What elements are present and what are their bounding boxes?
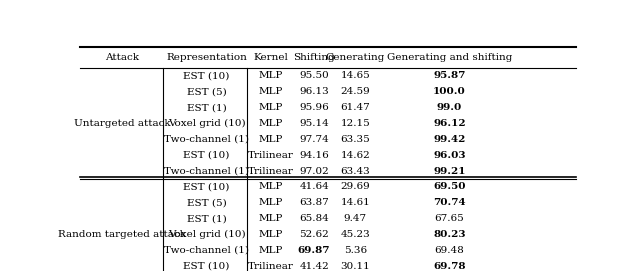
Text: EST (10): EST (10) <box>183 182 230 191</box>
Text: Trilinear: Trilinear <box>248 151 294 160</box>
Text: 99.0: 99.0 <box>437 103 462 112</box>
Text: MLP: MLP <box>259 182 283 191</box>
Text: Untargeted attack: Untargeted attack <box>74 119 170 128</box>
Text: 95.96: 95.96 <box>300 103 329 112</box>
Text: MLP: MLP <box>259 198 283 207</box>
Text: 97.74: 97.74 <box>300 135 329 144</box>
Text: EST (10): EST (10) <box>183 151 230 160</box>
Text: Generating: Generating <box>326 53 385 62</box>
Text: 69.48: 69.48 <box>435 246 465 255</box>
Text: Random targeted attack: Random targeted attack <box>58 230 186 239</box>
Text: Two-channel (1): Two-channel (1) <box>164 246 249 255</box>
Text: 95.87: 95.87 <box>433 72 466 80</box>
Text: Kernel: Kernel <box>253 53 289 62</box>
Text: EST (1): EST (1) <box>187 103 227 112</box>
Text: MLP: MLP <box>259 87 283 96</box>
Text: 14.65: 14.65 <box>340 72 370 80</box>
Text: 96.12: 96.12 <box>433 119 466 128</box>
Text: 69.87: 69.87 <box>298 246 330 255</box>
Text: Shifting: Shifting <box>293 53 335 62</box>
Text: Trilinear: Trilinear <box>248 262 294 271</box>
Text: 99.42: 99.42 <box>433 135 466 144</box>
Text: 52.62: 52.62 <box>300 230 329 239</box>
Text: Two-channel (1): Two-channel (1) <box>164 167 249 176</box>
Text: 30.11: 30.11 <box>340 262 370 271</box>
Text: 61.47: 61.47 <box>340 103 370 112</box>
Text: 95.50: 95.50 <box>300 72 329 80</box>
Text: MLP: MLP <box>259 103 283 112</box>
Text: Voxel grid (10): Voxel grid (10) <box>168 119 245 128</box>
Text: 14.62: 14.62 <box>340 151 370 160</box>
Text: MLP: MLP <box>259 246 283 255</box>
Text: Generating and shifting: Generating and shifting <box>387 53 512 62</box>
Text: EST (10): EST (10) <box>183 262 230 271</box>
Text: 12.15: 12.15 <box>340 119 370 128</box>
Text: 9.47: 9.47 <box>344 214 367 223</box>
Text: 96.03: 96.03 <box>433 151 466 160</box>
Text: 63.87: 63.87 <box>300 198 329 207</box>
Text: 94.16: 94.16 <box>300 151 329 160</box>
Text: 63.35: 63.35 <box>340 135 370 144</box>
Text: Voxel grid (10): Voxel grid (10) <box>168 230 245 239</box>
Text: MLP: MLP <box>259 135 283 144</box>
Text: 80.23: 80.23 <box>433 230 466 239</box>
Text: 70.74: 70.74 <box>433 198 466 207</box>
Text: MLP: MLP <box>259 72 283 80</box>
Text: MLP: MLP <box>259 230 283 239</box>
Text: EST (5): EST (5) <box>187 198 227 207</box>
Text: 95.14: 95.14 <box>300 119 329 128</box>
Text: 29.69: 29.69 <box>340 182 370 191</box>
Text: 67.65: 67.65 <box>435 214 465 223</box>
Text: MLP: MLP <box>259 119 283 128</box>
Text: 99.21: 99.21 <box>433 167 466 176</box>
Text: Two-channel (1): Two-channel (1) <box>164 135 249 144</box>
Text: EST (1): EST (1) <box>187 214 227 223</box>
Text: EST (5): EST (5) <box>187 87 227 96</box>
Text: 65.84: 65.84 <box>300 214 329 223</box>
Text: 5.36: 5.36 <box>344 246 367 255</box>
Text: 100.0: 100.0 <box>433 87 466 96</box>
Text: Trilinear: Trilinear <box>248 167 294 176</box>
Text: 24.59: 24.59 <box>340 87 370 96</box>
Text: 96.13: 96.13 <box>300 87 329 96</box>
Text: 45.23: 45.23 <box>340 230 370 239</box>
Text: 63.43: 63.43 <box>340 167 370 176</box>
Text: 41.42: 41.42 <box>300 262 329 271</box>
Text: 69.50: 69.50 <box>433 182 466 191</box>
Text: 97.02: 97.02 <box>300 167 329 176</box>
Text: MLP: MLP <box>259 214 283 223</box>
Text: Representation: Representation <box>166 53 247 62</box>
Text: Attack: Attack <box>105 53 139 62</box>
Text: 69.78: 69.78 <box>433 262 466 271</box>
Text: 14.61: 14.61 <box>340 198 370 207</box>
Text: 41.64: 41.64 <box>300 182 329 191</box>
Text: EST (10): EST (10) <box>183 72 230 80</box>
